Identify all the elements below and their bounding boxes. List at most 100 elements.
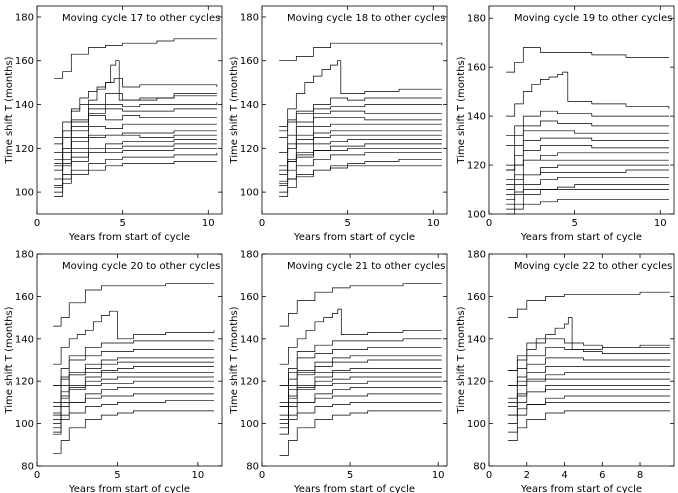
series-line-1 bbox=[507, 291, 671, 318]
x-tick-label: 0 bbox=[486, 218, 492, 229]
series-line-15 bbox=[279, 165, 442, 184]
x-tick-label: 5 bbox=[344, 218, 350, 229]
series-line-13 bbox=[53, 399, 214, 429]
series-line-14 bbox=[506, 189, 669, 195]
y-axis-label: Time shift T (months) bbox=[456, 56, 467, 164]
x-tick-label: 0 bbox=[259, 470, 265, 481]
series-line-5 bbox=[54, 102, 218, 145]
x-axis-label: Years from start of cycle bbox=[68, 484, 190, 493]
series-line-7 bbox=[279, 368, 442, 435]
y-tick-label: 160 bbox=[15, 56, 34, 67]
panel-title: Moving cycle 17 to other cycles bbox=[62, 13, 220, 24]
series-line-6 bbox=[506, 137, 669, 171]
panel-title: Moving cycle 20 to other cycles bbox=[62, 261, 220, 272]
y-tick-label: 100 bbox=[240, 188, 259, 199]
series-line-3 bbox=[53, 340, 214, 414]
series-line-2 bbox=[279, 60, 442, 127]
y-tick-label: 140 bbox=[240, 334, 259, 345]
series-line-6 bbox=[53, 361, 214, 403]
series-line-4 bbox=[279, 346, 442, 386]
y-tick-label: 180 bbox=[15, 12, 34, 23]
series-line-5 bbox=[506, 130, 669, 166]
series-line-12 bbox=[507, 402, 671, 416]
y-tick-label: 120 bbox=[15, 144, 34, 155]
y-tick-label: 100 bbox=[467, 419, 486, 430]
panel-title: Moving cycle 22 to other cycles bbox=[514, 261, 672, 272]
plot-frame bbox=[488, 253, 675, 467]
series-line-12 bbox=[53, 393, 214, 416]
x-axis-label: Years from start of cycle bbox=[520, 232, 642, 243]
series-line-2 bbox=[507, 317, 671, 371]
series-line-13 bbox=[54, 147, 217, 167]
x-tick-label: 10 bbox=[432, 470, 445, 481]
series-line-2 bbox=[506, 71, 670, 117]
series-line-11 bbox=[279, 387, 442, 435]
x-axis-label: Years from start of cycle bbox=[68, 232, 190, 243]
y-tick-label: 120 bbox=[15, 377, 34, 388]
series-line-4 bbox=[54, 93, 217, 171]
series-line-12 bbox=[54, 143, 217, 193]
series-line-14 bbox=[279, 158, 442, 197]
chart-panel-1: 0 5 10 100 120 140 160 180 Moving cycle 17 to ot… bbox=[4, 5, 223, 243]
y-tick-label: 180 bbox=[240, 12, 259, 23]
series-line-8 bbox=[53, 372, 214, 386]
x-axis-label: Years from start of cycle bbox=[293, 232, 415, 243]
x-tick-label: 5 bbox=[571, 218, 577, 229]
series-line-4 bbox=[53, 349, 214, 386]
y-tick-label: 180 bbox=[467, 14, 486, 25]
y-tick-label: 100 bbox=[467, 210, 486, 221]
series-line-13 bbox=[279, 402, 442, 429]
series-line-1 bbox=[53, 283, 214, 327]
y-tick-label: 100 bbox=[15, 188, 34, 199]
plot-frame bbox=[488, 5, 675, 215]
x-axis-label: Years from start of cycle bbox=[520, 484, 642, 493]
series-line-5 bbox=[279, 110, 442, 154]
series-line-12 bbox=[279, 393, 442, 416]
series-line-5 bbox=[53, 357, 214, 424]
y-tick-label: 180 bbox=[467, 250, 486, 261]
series-line-15 bbox=[506, 198, 669, 215]
y-tick-label: 140 bbox=[467, 112, 486, 123]
y-tick-label: 120 bbox=[240, 144, 259, 155]
panel-title: Moving cycle 21 to other cycles bbox=[287, 261, 445, 272]
series-line-10 bbox=[54, 134, 217, 154]
y-tick-label: 120 bbox=[467, 377, 486, 388]
series-line-4 bbox=[507, 346, 671, 386]
y-axis-label: Time shift T (months) bbox=[229, 306, 240, 414]
panel-title: Moving cycle 19 to other cycles bbox=[514, 13, 672, 24]
y-tick-label: 160 bbox=[240, 292, 259, 303]
chart-panel-4: 0 5 10 80 100 120 140 160 180 Moving cycle 20 to … bbox=[4, 250, 223, 493]
series-line-11 bbox=[53, 387, 214, 435]
x-tick-label: 10 bbox=[192, 470, 205, 481]
series-line-12 bbox=[279, 147, 442, 171]
x-tick-label: 4 bbox=[561, 470, 567, 481]
y-tick-label: 120 bbox=[467, 161, 486, 172]
chart-panel-6: 0 2 4 6 8 80 100 120 140 160 180 Moving cycle 22 to… bbox=[456, 250, 675, 493]
x-tick-label: 0 bbox=[34, 470, 40, 481]
series-line-10 bbox=[279, 380, 442, 407]
plot-frame bbox=[261, 253, 448, 467]
series-line-5 bbox=[279, 355, 442, 424]
series-line-7 bbox=[507, 372, 671, 416]
y-tick-label: 100 bbox=[240, 419, 259, 430]
series-line-11 bbox=[279, 143, 442, 186]
y-tick-label: 100 bbox=[15, 419, 34, 430]
y-tick-label: 120 bbox=[240, 377, 259, 388]
x-tick-label: 0 bbox=[259, 218, 265, 229]
series-line-9 bbox=[53, 376, 214, 420]
series-line-9 bbox=[279, 376, 442, 420]
x-tick-label: 0 bbox=[486, 470, 492, 481]
chart-panel-5: 0 5 10 80 100 120 140 160 180 Moving cycle 21 to … bbox=[229, 250, 448, 493]
x-axis-label: Years from start of cycle bbox=[293, 484, 415, 493]
x-tick-label: 10 bbox=[427, 218, 440, 229]
series-line-4 bbox=[506, 120, 669, 146]
series-line-5 bbox=[507, 357, 671, 399]
series-line-11 bbox=[506, 169, 669, 185]
series-line-15 bbox=[54, 161, 217, 189]
x-tick-label: 10 bbox=[202, 218, 215, 229]
plot-frame bbox=[261, 5, 448, 215]
series-line-9 bbox=[506, 159, 669, 171]
series-line-2 bbox=[53, 310, 215, 365]
series-line-13 bbox=[506, 184, 669, 210]
